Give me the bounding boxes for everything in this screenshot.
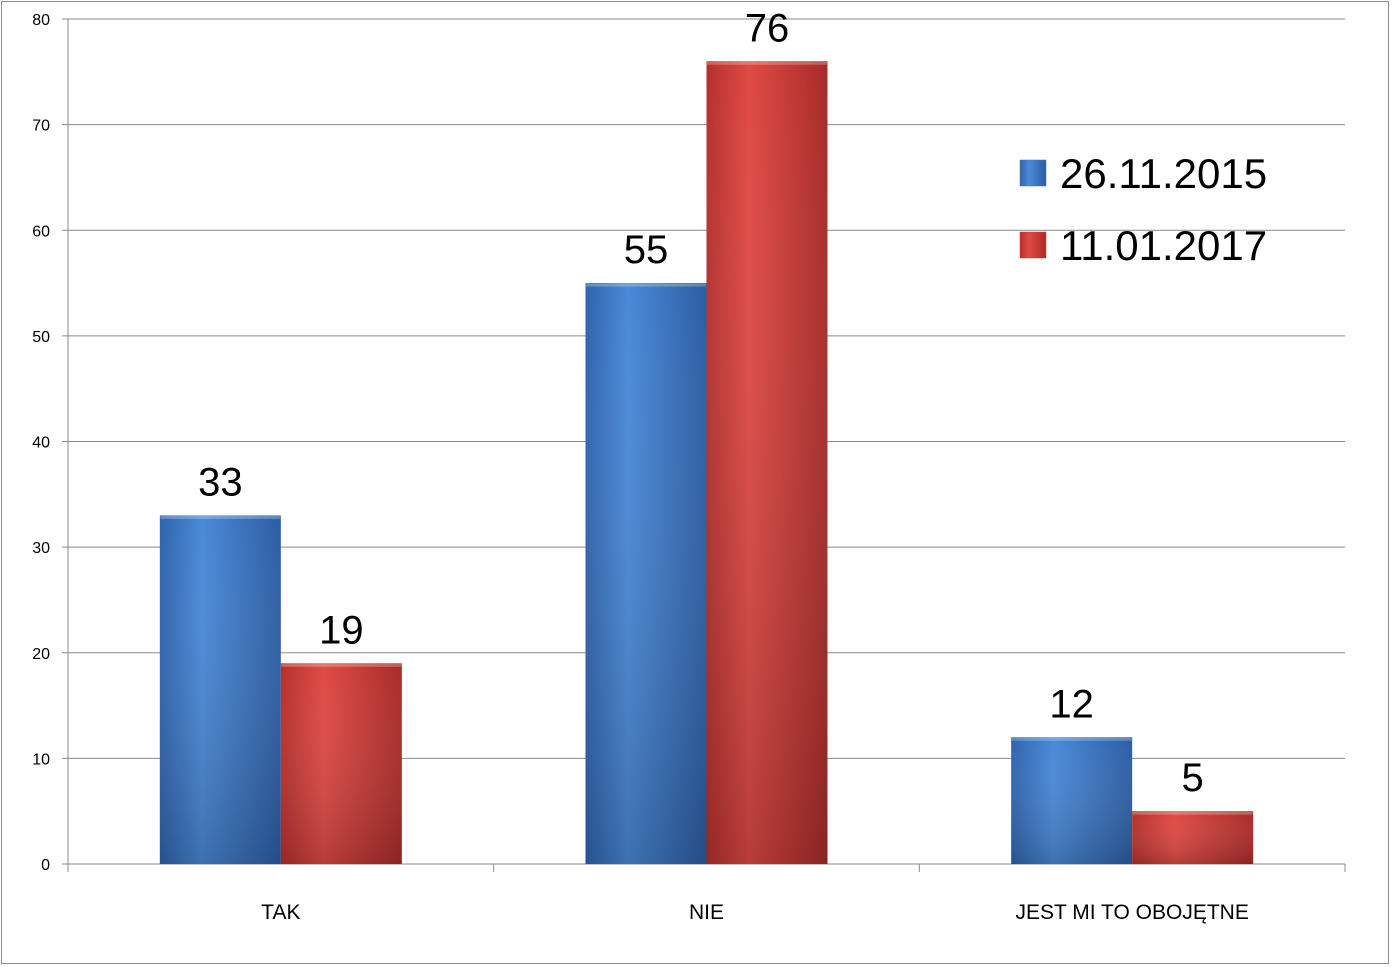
y-tick-label: 80 bbox=[32, 12, 50, 29]
bar-top-highlight bbox=[281, 663, 402, 667]
x-category-label: TAK bbox=[261, 901, 300, 924]
data-label: 19 bbox=[319, 608, 364, 652]
legend-label: 26.11.2015 bbox=[1060, 150, 1267, 197]
legend-label: 11.01.2017 bbox=[1060, 222, 1267, 269]
data-label: 5 bbox=[1182, 756, 1204, 800]
y-tick-label: 30 bbox=[32, 540, 50, 557]
bar-shade bbox=[1011, 737, 1133, 864]
x-category-label: JEST MI TO OBOJĘTNE bbox=[1015, 901, 1248, 924]
y-tick-label: 60 bbox=[32, 223, 50, 240]
y-tick-label: 20 bbox=[32, 646, 50, 663]
bar-shade bbox=[1132, 811, 1254, 864]
bar-top-highlight bbox=[160, 515, 281, 519]
legend-swatch bbox=[1019, 231, 1047, 259]
data-label: 33 bbox=[198, 460, 243, 504]
legend-swatch bbox=[1019, 159, 1047, 187]
bar-shade bbox=[706, 61, 828, 864]
y-tick-label: 70 bbox=[32, 118, 50, 135]
x-category-label: NIE bbox=[689, 901, 724, 924]
y-tick-label: 40 bbox=[32, 435, 50, 452]
bar-shade bbox=[280, 663, 402, 864]
bar-top-highlight bbox=[586, 283, 706, 287]
data-label: 12 bbox=[1049, 682, 1094, 726]
bar-shade bbox=[585, 283, 707, 864]
y-tick-label: 50 bbox=[32, 329, 50, 346]
bar-top-highlight bbox=[1132, 811, 1253, 815]
data-label: 76 bbox=[745, 6, 790, 50]
bar-shade bbox=[159, 515, 281, 864]
bar-top-highlight bbox=[1011, 737, 1132, 741]
y-tick-label: 0 bbox=[41, 857, 50, 874]
data-label: 55 bbox=[624, 228, 669, 272]
bar-top-highlight bbox=[707, 61, 827, 65]
y-tick-label: 10 bbox=[32, 751, 50, 768]
